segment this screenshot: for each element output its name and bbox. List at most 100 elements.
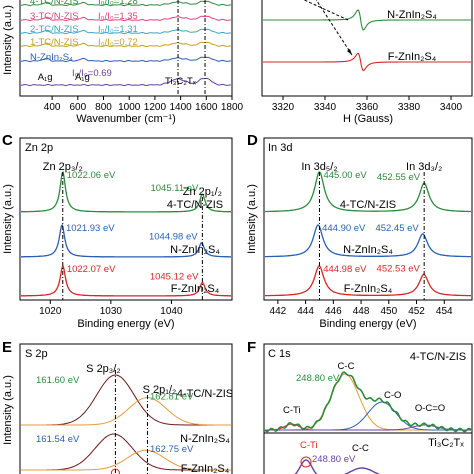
xps-x-tick-label: 454 [436,306,453,317]
xps-peak-name: In 3d₃/₂ [406,161,442,173]
panel-b-guide-arrow [315,0,353,56]
xps-series-line [21,170,231,213]
xps-series-label: F-ZnIn₂S₄ [344,283,393,295]
panel-a-ratio-label: I₀/I₀=1.31 [98,24,138,35]
xps-peak-name: Zn 2p₁/₂ [183,186,222,198]
panel-b-arrowhead [347,49,352,55]
panel-d-frame [263,137,473,301]
xps-series-label: F-ZnIn₂S₄ [171,283,220,295]
panel-e-series-label: N-ZnIn₂S₄ [180,433,230,445]
xps-peak-value: 444.90 eV [322,223,366,234]
panel-e-peak-value: 162.75 eV [150,444,194,455]
xps-peak-value: 1045.12 eV [150,272,199,283]
panel-a-mode-label: A₁g [38,72,53,83]
xps-x-tick-label: 448 [353,306,370,317]
xps-x-tick-label: 1040 [160,306,183,317]
panel-c-title: Zn 2p [25,142,53,154]
panel-a-x-tick-label: 1400 [169,102,192,113]
panel-a-x-tick-label: 1600 [195,102,218,113]
xps-x-tick-label: 450 [380,306,397,317]
xps-series-line [21,223,231,258]
xps-peak-value: 452.45 eV [375,223,419,234]
xps-peak-name: Zn 2p₃/₂ [43,161,83,173]
xps-series-line [265,265,471,297]
panel-a-series-line [21,28,231,35]
xps-peak-value: 452.55 eV [377,172,421,183]
panel-a-x-tick-label: 800 [95,102,112,113]
panel-b-x-tick-label: 3380 [398,102,421,113]
xps-peak-value: 1022.06 eV [67,170,116,181]
panel-f-series-label: 4-TC/N-ZIS [410,351,466,363]
panel-a-x-tick-label: 1000 [118,102,141,113]
panel-d-xlabel: Binding energy (eV) [319,318,416,330]
panel-e-series-label: F-ZnIn₂S₄ [181,463,230,474]
panel-e-series-label: 4-TC/N-ZIS [177,388,233,400]
panel-d-title: In 3d [268,142,292,154]
panel-a-frame [19,0,233,97]
panel-c-letter: C [2,132,13,149]
panel-f-frame [263,343,473,474]
panel-a-series-line [21,41,231,48]
xps-series-label: N-ZnIn₂S₄ [170,244,220,256]
panel-f-peak-value: 248.80 eV [312,454,356,465]
panel-a-series-label: 3-TC/N-ZIS [30,11,79,22]
panel-b-x-tick-label: 3400 [440,102,463,113]
panel-f-c1s: F C 1s 4-TC/N-ZIS 248.80 eV C-Ti C-C C-O O-C=… [247,339,473,474]
panel-f-component-label: C-Ti [283,405,301,416]
panel-b-guide-arrow [303,0,349,21]
panel-a-series-label: N-ZnIn₂S₄ [30,52,73,63]
panel-a-raman: 4-TC/N-ZIS I₀/I₀=1.28 3-TC/N-ZIS I₀/I₀=1.35… [2,0,244,125]
panel-c-ylabel: Intensity (a.u.) [2,184,14,254]
xps-x-tick-label: 452 [408,306,425,317]
panel-b-series-line [263,9,471,31]
panel-a-x-tick-label: 1200 [144,102,167,113]
panel-a-x-tick-label: 1800 [221,102,244,113]
panel-e-letter: E [2,339,12,356]
xps-series-label: 4-TC/N-ZIS [340,199,396,211]
panel-f-component-label: C-O [384,390,401,401]
panel-c-frame [19,137,233,301]
panel-f-component-label: C-C [338,361,355,372]
panel-e-component-12 [21,397,231,426]
panel-a-series-label: 4-TC/N-ZIS [30,0,79,7]
xps-x-tick-label: 446 [325,306,342,317]
panel-a-mode-label: A₁g [75,72,90,83]
panel-a-series-line [21,15,231,22]
panel-a-x-tick-label: 400 [44,102,61,113]
panel-e-peak-name: S 2p₃/₂ [86,363,120,375]
panel-a-series-line [21,0,231,7]
panel-b-x-tick-label: 3360 [356,102,379,113]
panel-a-ylabel: Intensity (a.u.) [2,5,14,75]
panel-e-peak-value: 161.60 eV [36,375,80,386]
xps-x-tick-label: 1030 [100,306,123,317]
panel-f-letter: F [247,339,256,356]
panel-f-series-line [294,459,380,474]
panel-a-series-line [21,77,231,87]
panel-f-peak-value: 248.80 eV [296,373,340,384]
panel-f-series-label: Ti₃C₂Tₓ [428,437,464,449]
xps-x-tick-label: 444 [297,306,314,317]
panel-a-ratio-label: I₀/I₀=1.28 [98,0,138,7]
xps-series-line [265,224,471,258]
panel-f-component-label: C-Ti [300,440,318,451]
xps-x-tick-label: 1020 [39,306,62,317]
panel-b-x-tick-label: 3340 [314,102,337,113]
panel-f-marker [300,456,312,468]
panel-f-series-line [264,371,472,433]
xps-peak-value: 1045.11 eV [150,183,199,194]
panel-c-xlabel: Binding energy (eV) [77,318,174,330]
panel-d-in3d: D In 3d 4-TC/N-ZIS 445.00 eV 452.55 eV N-Zn… [246,132,473,330]
xps-series-label: N-ZnIn₂S₄ [343,244,393,256]
panel-a-x-tick-label: 600 [69,102,86,113]
panel-d-ylabel: Intensity (a.u.) [246,184,258,254]
panel-e-title: S 2p [25,348,48,360]
panel-f-component-label: O-C=O [415,403,445,414]
xps-series-line [265,171,471,213]
panel-a-series-label: 2-TC/N-ZIS [30,24,79,35]
panel-e-s2p: E S 2p 4-TC/N-ZIS 161.60 eV 162.81 eV N-ZnI… [2,339,233,474]
panel-e-component-12 [21,449,231,471]
xps-peak-value: 445.00 eV [323,170,367,181]
panel-a-series-line [21,56,231,63]
xps-peak-value: 1021.93 eV [66,223,115,234]
